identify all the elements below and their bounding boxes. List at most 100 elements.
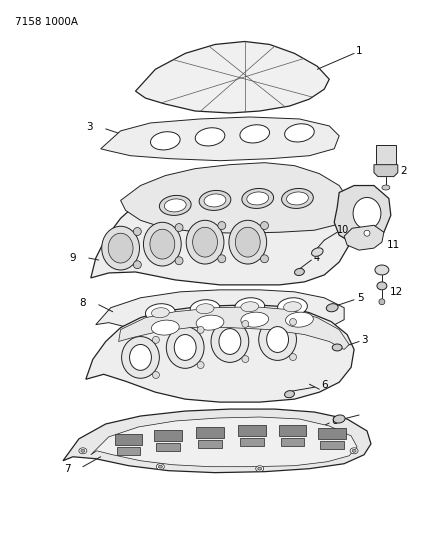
Polygon shape xyxy=(156,443,180,451)
Ellipse shape xyxy=(382,185,390,190)
Ellipse shape xyxy=(130,344,152,370)
Ellipse shape xyxy=(175,223,183,231)
Ellipse shape xyxy=(134,228,141,236)
Text: 3: 3 xyxy=(86,122,93,132)
Ellipse shape xyxy=(290,319,297,326)
Polygon shape xyxy=(115,434,143,445)
Polygon shape xyxy=(155,430,182,441)
Polygon shape xyxy=(240,438,264,446)
Ellipse shape xyxy=(352,449,356,453)
Ellipse shape xyxy=(312,248,323,256)
Ellipse shape xyxy=(186,220,224,264)
Ellipse shape xyxy=(166,327,204,368)
Ellipse shape xyxy=(235,298,265,316)
Polygon shape xyxy=(318,428,346,439)
Text: 6: 6 xyxy=(331,416,338,426)
Ellipse shape xyxy=(151,132,180,150)
Ellipse shape xyxy=(258,467,262,470)
Text: 2: 2 xyxy=(400,166,407,176)
Text: 11: 11 xyxy=(387,240,400,250)
Ellipse shape xyxy=(282,189,313,208)
Text: 10: 10 xyxy=(337,225,349,235)
Polygon shape xyxy=(96,290,344,335)
Ellipse shape xyxy=(196,304,214,314)
Ellipse shape xyxy=(204,194,226,207)
Text: 6: 6 xyxy=(321,380,328,390)
Polygon shape xyxy=(198,440,222,448)
Ellipse shape xyxy=(175,257,183,265)
Ellipse shape xyxy=(150,229,175,259)
Ellipse shape xyxy=(285,124,314,142)
Polygon shape xyxy=(374,165,398,176)
Polygon shape xyxy=(279,425,306,436)
Ellipse shape xyxy=(219,328,241,354)
Ellipse shape xyxy=(134,261,141,269)
Ellipse shape xyxy=(326,304,338,312)
Ellipse shape xyxy=(218,222,226,230)
Ellipse shape xyxy=(211,321,249,362)
Ellipse shape xyxy=(379,299,385,305)
Text: 3: 3 xyxy=(361,335,368,344)
Polygon shape xyxy=(91,168,354,285)
Ellipse shape xyxy=(152,320,179,335)
Ellipse shape xyxy=(196,315,224,330)
Ellipse shape xyxy=(193,227,217,257)
Ellipse shape xyxy=(218,255,226,263)
Ellipse shape xyxy=(350,448,358,454)
Ellipse shape xyxy=(242,356,249,362)
Polygon shape xyxy=(119,306,349,350)
Ellipse shape xyxy=(287,192,308,205)
Ellipse shape xyxy=(102,227,140,270)
Ellipse shape xyxy=(195,128,225,146)
Polygon shape xyxy=(344,225,384,250)
Ellipse shape xyxy=(190,300,220,318)
Text: 1: 1 xyxy=(356,46,363,56)
Ellipse shape xyxy=(242,189,273,208)
Ellipse shape xyxy=(285,391,294,398)
Ellipse shape xyxy=(267,327,288,352)
Polygon shape xyxy=(238,425,266,436)
Ellipse shape xyxy=(199,190,231,211)
Ellipse shape xyxy=(285,312,313,327)
Text: 9: 9 xyxy=(69,253,76,263)
Ellipse shape xyxy=(284,302,301,312)
Polygon shape xyxy=(136,42,329,113)
Ellipse shape xyxy=(143,222,181,266)
Text: 12: 12 xyxy=(390,287,403,297)
Ellipse shape xyxy=(332,344,342,351)
Ellipse shape xyxy=(375,265,389,275)
Polygon shape xyxy=(334,185,391,242)
Ellipse shape xyxy=(294,269,304,276)
Ellipse shape xyxy=(197,361,204,368)
Ellipse shape xyxy=(261,222,268,230)
Ellipse shape xyxy=(81,449,85,453)
Ellipse shape xyxy=(197,326,204,333)
Ellipse shape xyxy=(247,192,269,205)
Ellipse shape xyxy=(353,197,381,229)
Ellipse shape xyxy=(164,199,186,212)
Ellipse shape xyxy=(152,308,169,318)
Ellipse shape xyxy=(333,415,345,423)
Ellipse shape xyxy=(241,302,259,312)
Ellipse shape xyxy=(122,336,159,378)
Ellipse shape xyxy=(152,372,159,378)
Ellipse shape xyxy=(364,230,370,236)
Polygon shape xyxy=(121,163,349,233)
Text: 8: 8 xyxy=(79,298,86,308)
Ellipse shape xyxy=(174,335,196,360)
Ellipse shape xyxy=(146,304,175,322)
Ellipse shape xyxy=(256,466,264,472)
Text: 4: 4 xyxy=(313,253,319,263)
Polygon shape xyxy=(117,447,140,455)
Text: 5: 5 xyxy=(357,293,364,303)
Ellipse shape xyxy=(241,312,269,327)
Polygon shape xyxy=(63,409,371,473)
Ellipse shape xyxy=(261,255,268,263)
Ellipse shape xyxy=(235,227,260,257)
Text: 7: 7 xyxy=(64,464,71,474)
Ellipse shape xyxy=(156,464,164,470)
Ellipse shape xyxy=(377,282,387,290)
Polygon shape xyxy=(101,117,339,160)
Polygon shape xyxy=(281,438,304,446)
Ellipse shape xyxy=(242,320,249,327)
